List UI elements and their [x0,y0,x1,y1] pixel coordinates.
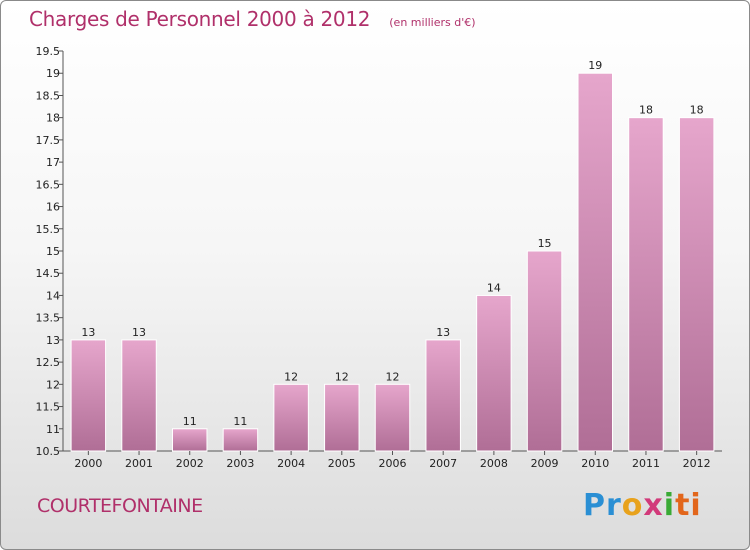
y-tick-label: 16.5 [36,178,61,191]
chart-subtitle: (en milliers d'€) [389,16,476,29]
x-tick-label-2012: 2012 [683,457,711,470]
y-tick-label: 14 [46,289,60,302]
bar-2005 [324,383,360,452]
bar-2001 [121,339,157,452]
chart-bars [70,72,715,452]
commune-name: COURTEFONTAINE [37,495,203,517]
logo-part-1: Pr [583,488,622,523]
bar-2007 [425,339,461,452]
x-tick-label-2000: 2000 [74,457,102,470]
bar-2008 [476,294,512,452]
y-tick-label: 15.5 [36,223,61,236]
data-label-2000: 13 [81,326,95,339]
y-tick-label: 16 [46,201,60,214]
x-tick-label-2001: 2001 [125,457,153,470]
y-tick-label: 14.5 [36,267,61,280]
proxiti-logo[interactable]: Proxiti [583,488,702,523]
x-tick-label-2008: 2008 [480,457,508,470]
data-label-2012: 18 [690,104,704,117]
data-label-2011: 18 [639,104,653,117]
data-label-2006: 12 [386,370,400,383]
x-tick-label-2011: 2011 [632,457,660,470]
bar-2012 [678,117,715,452]
bar-2003 [222,428,259,452]
title-row: Charges de Personnel 2000 à 2012 (en mil… [29,7,476,31]
bar-2010 [577,72,614,452]
data-label-2004: 12 [284,370,298,383]
logo-part-4: i [663,488,676,523]
y-tick-label: 12.5 [36,356,61,369]
y-tick-label: 19 [46,67,60,80]
x-tick-label-2007: 2007 [429,457,457,470]
x-tick-label-2002: 2002 [176,457,204,470]
x-tick-label-2003: 2003 [226,457,254,470]
y-tick-label: 12 [46,378,60,391]
y-tick-label: 18.5 [36,89,61,102]
data-label-2010: 19 [588,59,602,72]
data-label-2009: 15 [538,237,552,250]
data-label-2002: 11 [183,415,197,428]
y-tick-label: 17 [46,156,60,169]
x-tick-label-2004: 2004 [277,457,305,470]
y-tick-label: 10.5 [36,445,61,458]
y-tick-label: 18 [46,112,60,125]
data-label-2007: 13 [436,326,450,339]
logo-part-3: x [643,488,664,523]
y-tick-label: 11 [46,423,60,436]
chart-data-labels: 13 13 11 11 12 12 12 13 14 15 19 18 18 [81,59,703,428]
logo-part-2: o [621,488,644,523]
x-tick-label-2005: 2005 [328,457,356,470]
data-label-2008: 14 [487,281,501,294]
y-tick-label: 13 [46,334,60,347]
y-tick-label: 11.5 [36,401,61,414]
y-tick-label: 15 [46,245,60,258]
y-tick-label: 17.5 [36,134,61,147]
chart-title: Charges de Personnel 2000 à 2012 [29,7,371,31]
chart-axes: 10.5 11 11.5 12 12.5 13 13.5 14 14.5 15 15.5 16 16.5… [36,45,722,458]
chart-x-labels: 2000 2001 2002 2003 2004 2005 2006 2007 2008 2009… [74,451,711,470]
bar-2009 [526,250,563,452]
x-tick-label-2009: 2009 [531,457,559,470]
y-tick-label: 13.5 [36,312,61,325]
bar-2002 [171,428,208,452]
data-label-2001: 13 [132,326,146,339]
x-tick-label-2006: 2006 [379,457,407,470]
x-tick-label-2010: 2010 [581,457,609,470]
bar-2004 [273,383,309,452]
data-label-2005: 12 [335,370,349,383]
data-label-2003: 11 [233,415,247,428]
y-tick-label: 19.5 [36,45,61,58]
bar-2000 [70,339,107,452]
logo-part-5: ti [675,488,702,523]
bar-2011 [628,117,664,452]
bar-2006 [374,383,411,452]
